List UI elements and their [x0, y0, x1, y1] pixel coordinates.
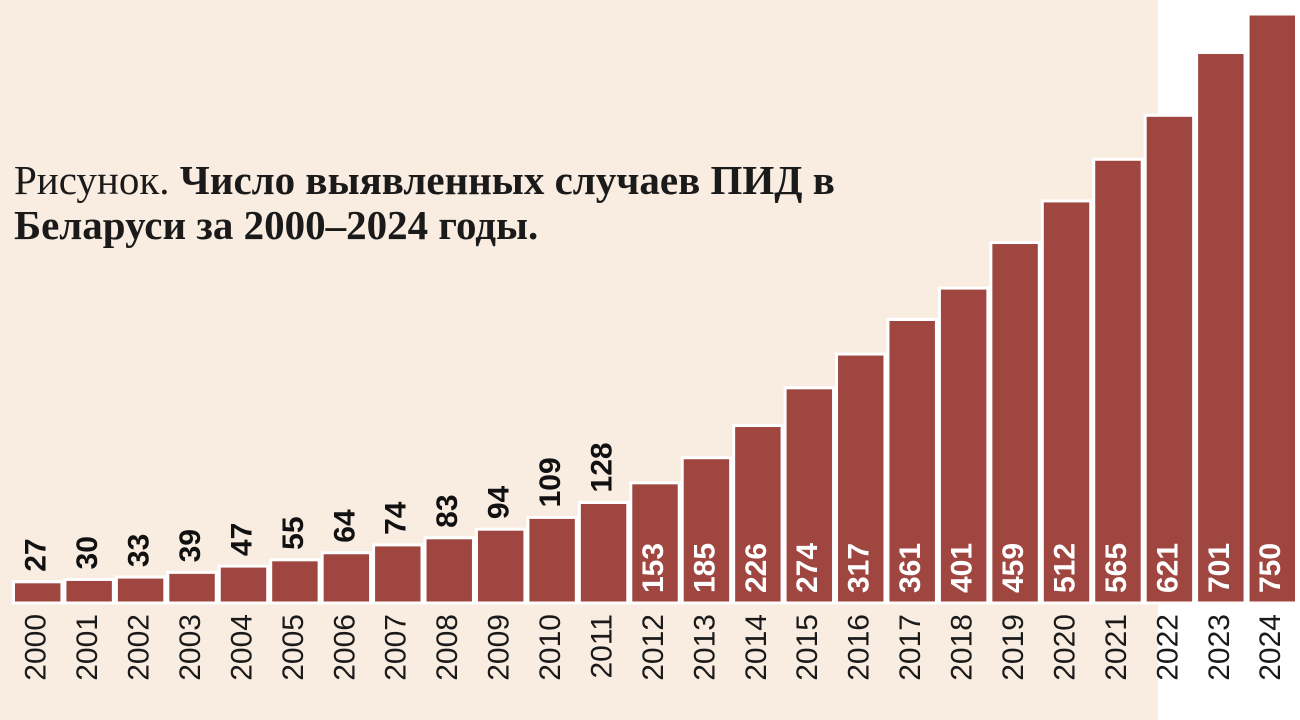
value-label: 317	[843, 543, 876, 593]
value-label: 30	[71, 536, 104, 569]
value-label: 74	[380, 501, 413, 535]
value-label: 94	[483, 485, 516, 519]
bar	[783, 386, 836, 605]
value-label: 274	[791, 543, 824, 593]
bar	[1092, 157, 1144, 605]
bar	[1246, 12, 1299, 605]
x-tick-label: 2006	[328, 614, 361, 681]
x-tick-label: 2001	[71, 614, 104, 681]
x-tick-label: 2003	[174, 614, 207, 681]
value-label: 185	[688, 543, 721, 593]
x-tick-label: 2019	[997, 614, 1030, 681]
x-tick-label: 2000	[20, 614, 53, 681]
bar	[937, 286, 990, 605]
value-label: 701	[1203, 543, 1236, 593]
value-label: 27	[20, 538, 53, 571]
x-tick-label: 2023	[1203, 614, 1236, 681]
bar	[680, 456, 733, 605]
chart-title-block: Рисунок. Число выявленных случаев ПИД в …	[14, 158, 854, 248]
x-tick-label: 2016	[843, 614, 876, 681]
value-label: 64	[328, 509, 361, 543]
value-label: 621	[1151, 543, 1184, 593]
x-tick-label: 2022	[1151, 614, 1184, 681]
value-label: 361	[894, 543, 927, 593]
x-tick-label: 2008	[431, 614, 464, 681]
x-tick-label: 2011	[585, 614, 618, 679]
bar	[12, 580, 64, 605]
figure-label: Рисунок.	[14, 157, 170, 203]
value-label: 226	[740, 543, 773, 593]
x-tick-label: 2012	[637, 614, 670, 681]
value-label: 153	[637, 543, 670, 593]
chart-title: Число выявленных случаев ПИД в Беларуси …	[14, 157, 835, 248]
bar	[114, 575, 167, 605]
bar	[989, 241, 1041, 605]
value-label: 401	[946, 543, 979, 593]
bar	[1143, 113, 1196, 605]
bar	[1195, 50, 1247, 605]
x-tick-label: 2007	[380, 614, 413, 681]
x-tick-label: 2009	[483, 614, 516, 681]
value-label: 459	[997, 543, 1030, 593]
bar	[320, 551, 373, 605]
value-label: 128	[585, 442, 618, 492]
bar	[372, 543, 424, 605]
x-tick-label: 2017	[894, 614, 927, 681]
bar	[63, 577, 115, 605]
value-label: 83	[431, 494, 464, 527]
value-label: 109	[534, 457, 567, 507]
x-tick-label: 2005	[277, 614, 310, 681]
bar	[423, 536, 475, 605]
x-tick-label: 2018	[946, 614, 979, 681]
value-label: 565	[1100, 543, 1133, 593]
x-tick-label: 2015	[791, 614, 824, 681]
x-tick-label: 2024	[1254, 614, 1287, 681]
bar	[269, 558, 321, 605]
bar	[166, 570, 218, 605]
value-label: 750	[1254, 543, 1287, 593]
value-label: 512	[1048, 543, 1081, 593]
x-tick-label: 2002	[123, 614, 156, 681]
x-tick-label: 2010	[534, 614, 567, 681]
bar	[577, 500, 630, 605]
bar	[732, 424, 784, 605]
value-label: 39	[174, 529, 207, 562]
bar	[629, 481, 681, 605]
value-label: 55	[277, 516, 310, 549]
bar	[217, 564, 270, 605]
x-tick-label: 2021	[1100, 614, 1133, 681]
bar	[526, 515, 578, 605]
bar	[1040, 199, 1093, 605]
bar	[835, 352, 887, 605]
value-label: 33	[123, 534, 156, 567]
x-tick-label: 2020	[1048, 614, 1081, 681]
value-label: 47	[225, 523, 258, 556]
x-tick-label: 2013	[688, 614, 721, 681]
bar	[474, 527, 527, 605]
x-tick-label: 2014	[740, 614, 773, 681]
x-tick-label: 2004	[225, 614, 258, 681]
bar	[886, 317, 938, 605]
